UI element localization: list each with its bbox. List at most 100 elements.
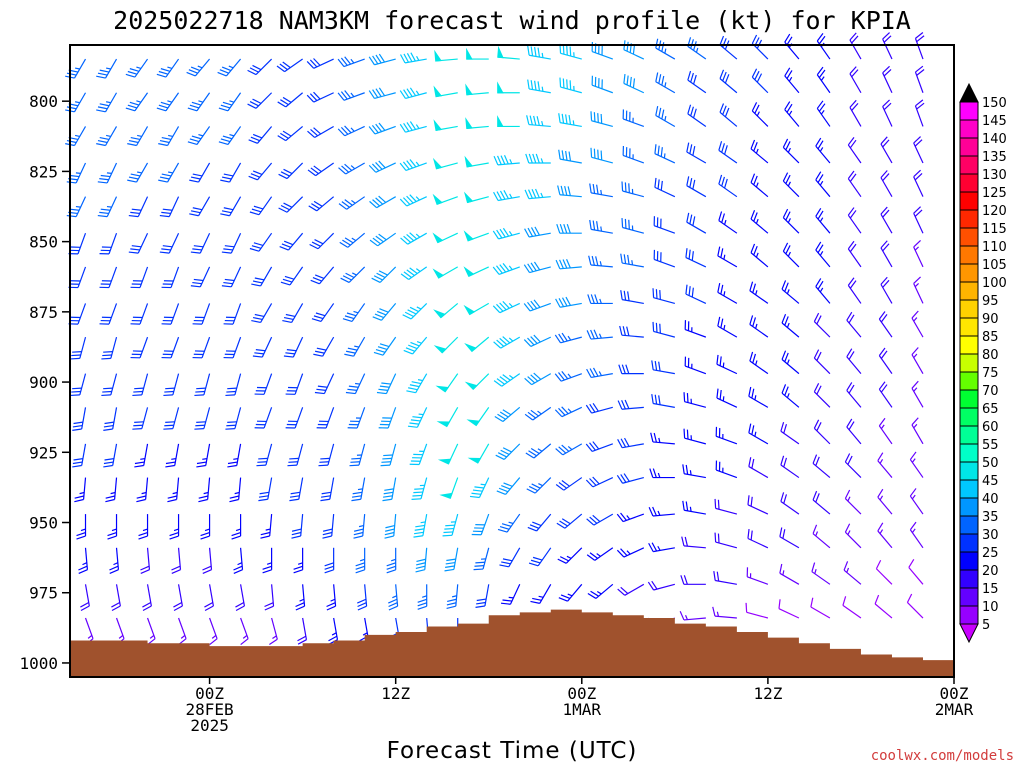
wind-barb <box>849 99 862 127</box>
wind-barb <box>159 196 180 218</box>
colorbar-swatch <box>959 587 979 607</box>
wind-barb <box>400 232 428 245</box>
wind-barb <box>843 561 862 585</box>
wind-barb <box>652 321 675 338</box>
wind-barb <box>559 43 582 60</box>
wind-barb <box>878 417 893 445</box>
wind-barb <box>291 514 304 539</box>
wind-barb <box>322 514 335 539</box>
colorbar-label: 80 <box>982 348 999 363</box>
wind-barb <box>847 170 862 198</box>
x-tick-label: 12Z <box>753 684 782 703</box>
wind-barb <box>679 610 706 621</box>
wind-barb <box>913 136 924 164</box>
wind-barb <box>355 547 366 574</box>
colorbar-label: 40 <box>982 492 999 507</box>
wind-barb <box>878 381 893 408</box>
wind-barb <box>653 249 676 268</box>
wind-barb <box>492 263 520 275</box>
wind-barb <box>586 513 614 526</box>
x-tick-label: 00Z <box>195 684 224 703</box>
wind-barb <box>189 196 211 217</box>
wind-barb <box>337 90 365 101</box>
wind-barb <box>308 196 335 212</box>
wind-barb <box>585 476 614 488</box>
wind-barb <box>433 302 459 319</box>
wind-barb <box>413 513 428 538</box>
wind-barb <box>494 406 521 422</box>
wind-barb <box>524 188 551 200</box>
wind-barb <box>558 113 582 128</box>
wind-barb <box>111 584 121 612</box>
x-tick-label: 2MAR <box>935 700 974 719</box>
y-tick-label: 950 <box>29 514 58 533</box>
wind-barb <box>527 79 551 94</box>
wind-barb <box>750 139 769 164</box>
wind-barb <box>713 571 737 585</box>
wind-barb <box>781 384 800 408</box>
colorbar-label: 15 <box>982 582 999 597</box>
wind-barb <box>878 347 893 374</box>
wind-barb <box>751 102 769 127</box>
wind-barb <box>434 49 458 62</box>
terrain <box>70 609 954 677</box>
wind-barb <box>128 196 149 218</box>
wind-barb <box>523 334 552 347</box>
wind-barb <box>846 311 862 338</box>
colorbar-label: 120 <box>982 204 1007 219</box>
wind-barb <box>815 241 831 268</box>
wind-barb <box>469 477 490 499</box>
wind-barb <box>70 373 87 397</box>
wind-barb <box>655 106 676 127</box>
wind-barb <box>444 547 459 572</box>
wind-barb <box>103 443 118 468</box>
wind-barb <box>524 406 552 421</box>
wind-barb <box>344 336 366 357</box>
wind-barb <box>204 584 214 612</box>
wind-barb <box>815 171 831 198</box>
wind-barb <box>557 547 583 564</box>
wind-barb <box>812 524 831 549</box>
wind-barb <box>402 302 428 320</box>
wind-barb <box>555 296 582 308</box>
wind-barb <box>225 407 242 430</box>
plot-frame <box>69 44 955 678</box>
colorbar-label: 20 <box>982 564 999 579</box>
wind-barb <box>235 584 246 612</box>
wind-barb <box>842 596 862 619</box>
wind-barb <box>433 336 459 354</box>
wind-barb <box>654 177 676 198</box>
wind-barb <box>784 67 800 94</box>
wind-barb <box>780 492 800 515</box>
wind-barb <box>813 419 831 445</box>
wind-barb <box>844 489 862 515</box>
wind-barb <box>326 584 337 611</box>
wind-barb <box>156 58 180 78</box>
wind-barb <box>436 407 459 428</box>
wind-barb <box>781 313 800 338</box>
wind-barb <box>497 81 520 94</box>
colorbar-swatch <box>959 371 979 391</box>
wind-barb <box>407 407 428 428</box>
colorbar-label: 70 <box>982 384 999 399</box>
wind-barb <box>585 402 613 414</box>
wind-barb <box>847 207 862 234</box>
wind-barb <box>717 246 738 268</box>
colorbar-label: 130 <box>982 168 1007 183</box>
wind-barb <box>163 407 180 430</box>
wind-barb <box>849 66 862 94</box>
colorbar-label: 145 <box>982 114 1007 129</box>
wind-barb <box>373 336 397 356</box>
wind-barb <box>555 477 583 491</box>
wind-barb <box>815 207 831 234</box>
wind-barb <box>880 206 893 234</box>
wind-barb <box>648 542 675 553</box>
colorbar-label: 85 <box>982 330 999 345</box>
wind-barb <box>376 373 397 395</box>
wind-barb <box>849 32 862 60</box>
wind-barb <box>877 522 893 549</box>
wind-barb <box>132 407 149 430</box>
colorbar-swatch <box>959 263 979 283</box>
wind-barb <box>653 216 676 234</box>
wind-barb <box>465 83 489 96</box>
